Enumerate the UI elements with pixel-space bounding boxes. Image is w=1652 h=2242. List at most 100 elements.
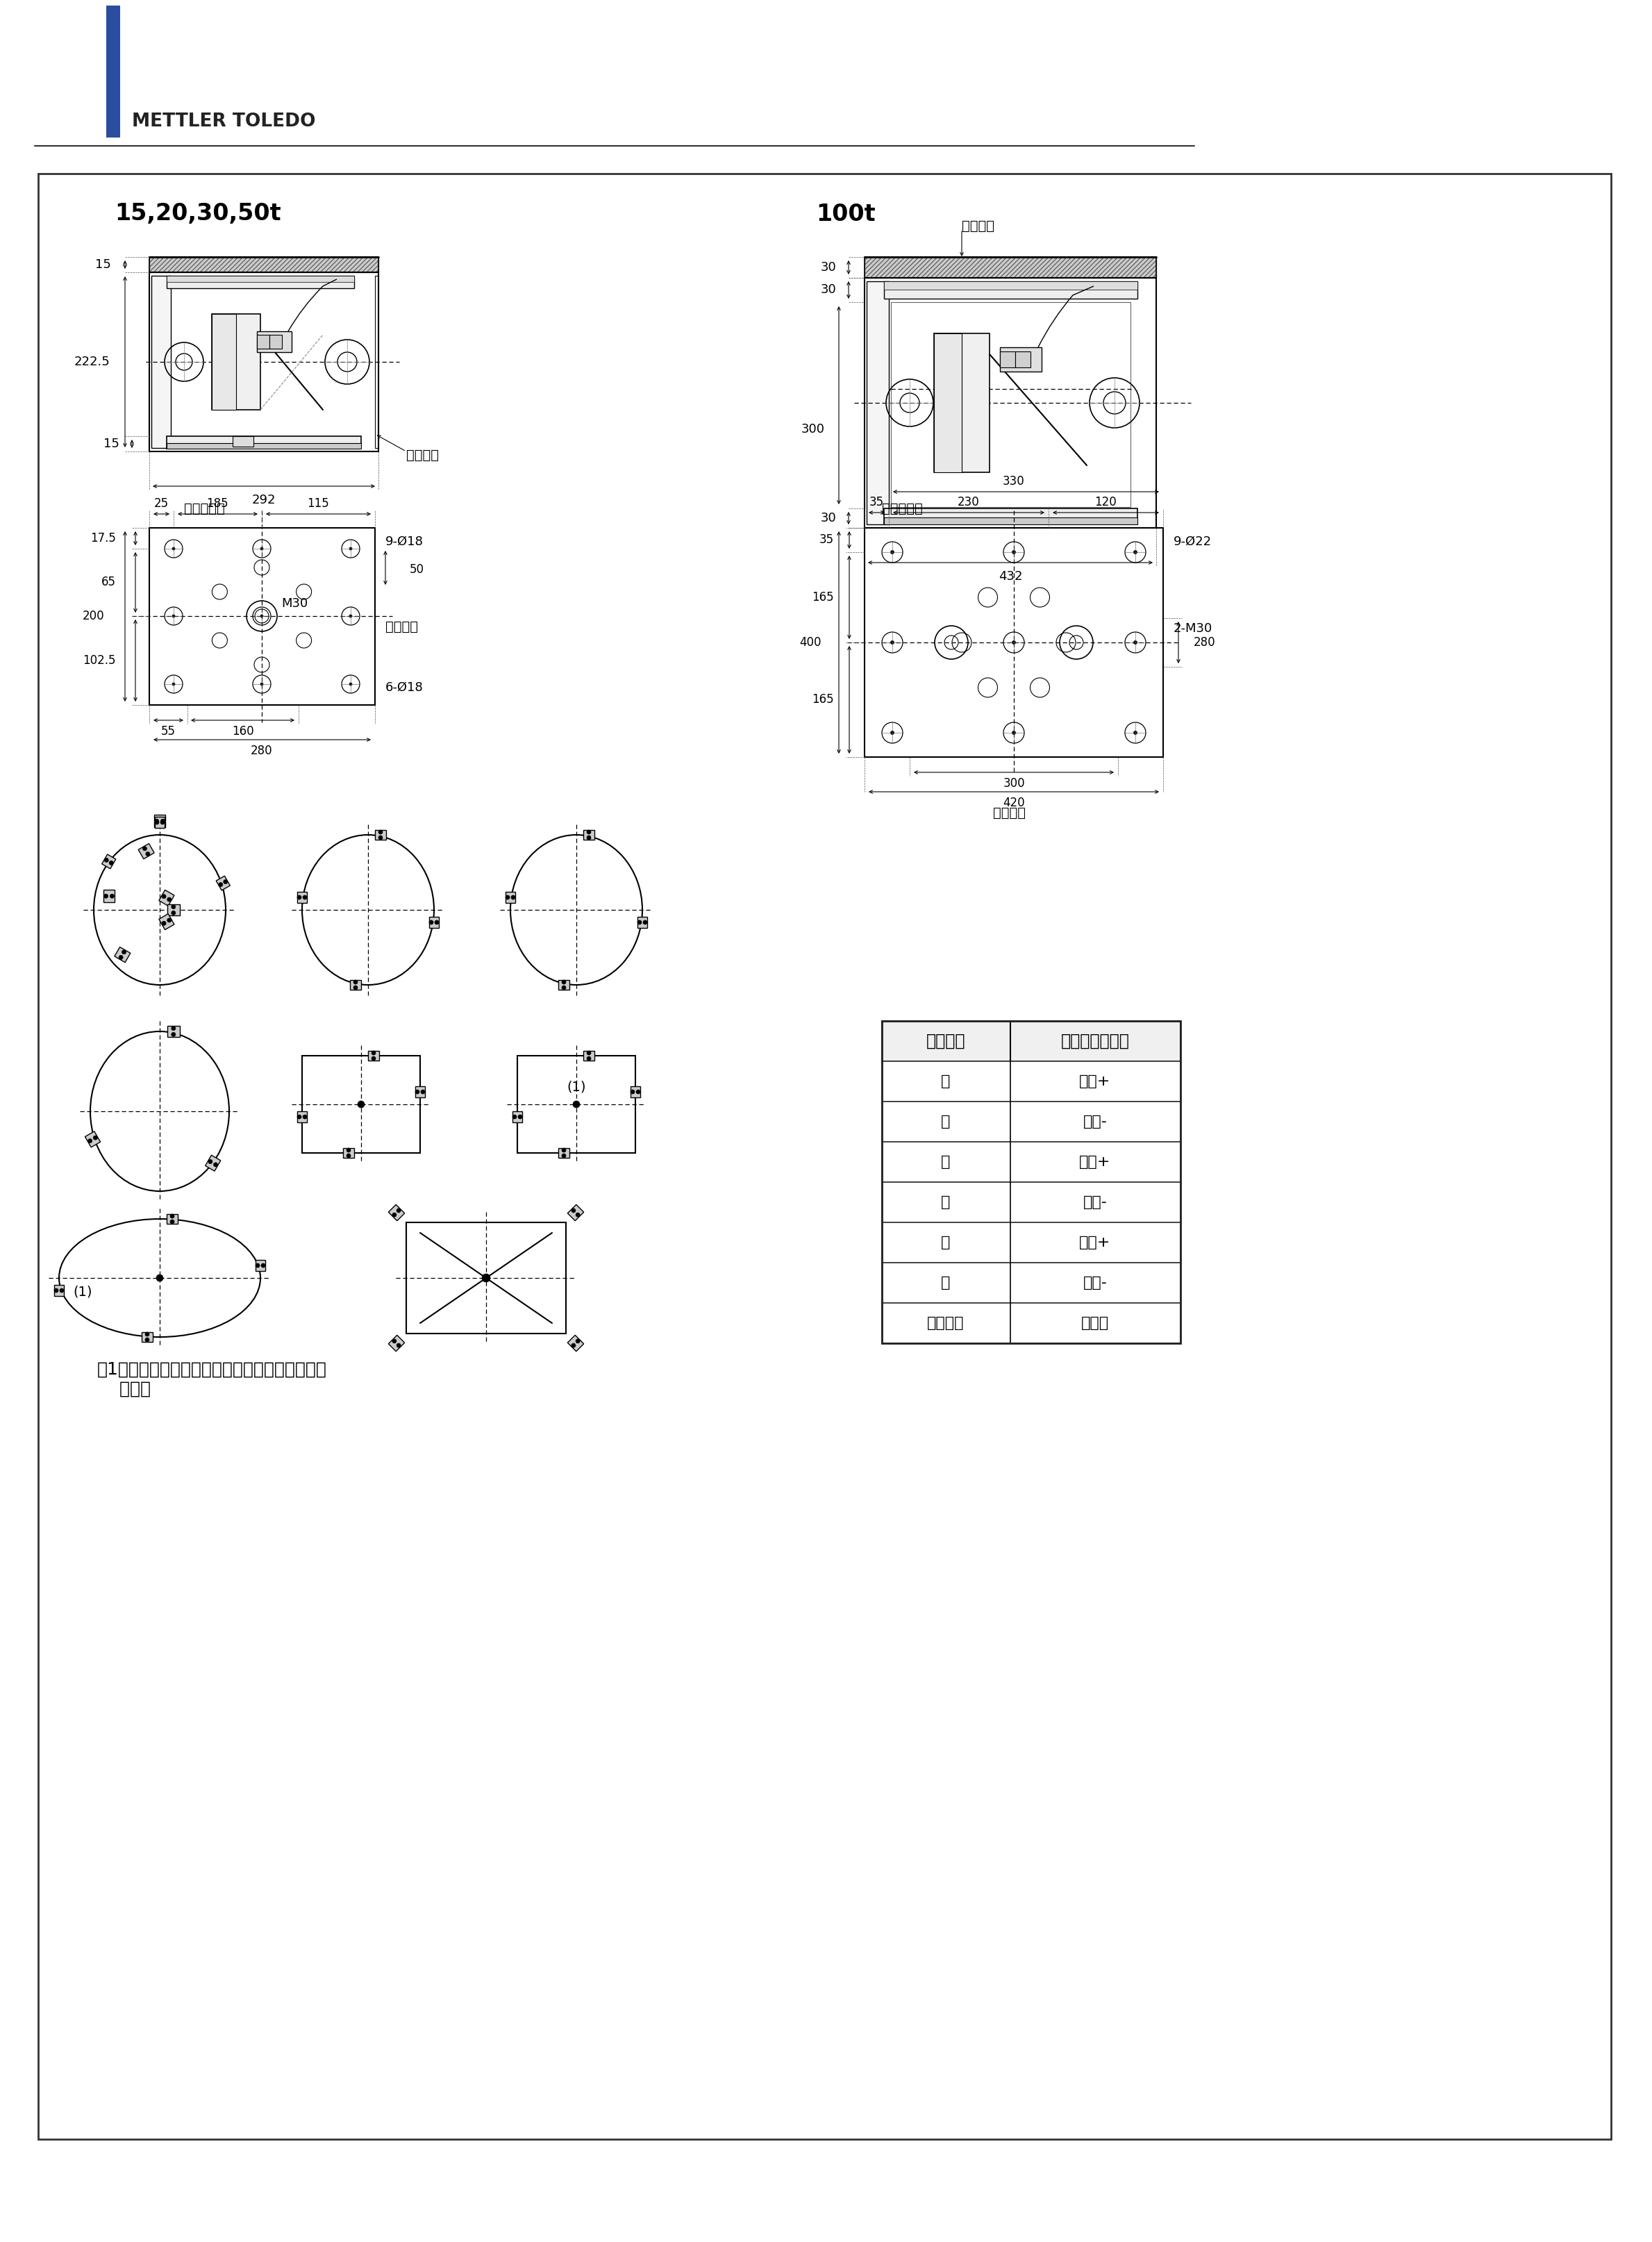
- Circle shape: [349, 614, 352, 617]
- Text: METTLER TOLEDO: METTLER TOLEDO: [132, 112, 316, 130]
- Circle shape: [88, 1139, 93, 1143]
- Circle shape: [636, 1090, 641, 1094]
- Polygon shape: [154, 816, 165, 827]
- Polygon shape: [114, 946, 131, 962]
- Polygon shape: [638, 917, 648, 928]
- Bar: [517, 1056, 636, 1152]
- Circle shape: [519, 1114, 522, 1119]
- Bar: [1016, 352, 1031, 368]
- Bar: [864, 278, 1156, 527]
- Circle shape: [573, 1101, 580, 1108]
- Text: 15: 15: [96, 258, 111, 271]
- Text: 15: 15: [104, 437, 119, 451]
- Circle shape: [1013, 552, 1016, 554]
- Bar: [38, 173, 1611, 2139]
- Circle shape: [119, 955, 122, 960]
- Circle shape: [506, 895, 510, 899]
- Text: 185: 185: [206, 498, 228, 509]
- Bar: [864, 258, 1156, 278]
- Bar: [884, 280, 1138, 289]
- Circle shape: [586, 830, 591, 834]
- Polygon shape: [631, 1087, 641, 1096]
- Polygon shape: [205, 1155, 221, 1170]
- Bar: [152, 276, 170, 448]
- Circle shape: [643, 919, 648, 924]
- Polygon shape: [558, 1148, 570, 1157]
- Circle shape: [93, 1137, 97, 1139]
- Bar: [106, 4, 121, 137]
- Text: 传感器中心: 传感器中心: [882, 502, 923, 516]
- Bar: [269, 334, 282, 350]
- Bar: [882, 1141, 1181, 1182]
- Text: 蓝: 蓝: [942, 1195, 950, 1208]
- Circle shape: [1013, 731, 1016, 735]
- Text: 色标（六芯线）: 色标（六芯线）: [1061, 1034, 1130, 1049]
- Circle shape: [111, 895, 114, 899]
- Circle shape: [172, 1031, 175, 1036]
- Bar: [258, 334, 269, 350]
- Circle shape: [157, 1273, 164, 1282]
- Bar: [211, 314, 236, 410]
- Bar: [864, 258, 1156, 278]
- Text: 2-M30: 2-M30: [1173, 623, 1213, 634]
- Circle shape: [396, 1208, 401, 1213]
- Circle shape: [297, 895, 301, 899]
- Text: 35: 35: [819, 534, 834, 545]
- Circle shape: [145, 1332, 149, 1336]
- Text: 35: 35: [869, 495, 884, 509]
- Bar: [149, 258, 378, 271]
- Circle shape: [145, 852, 150, 856]
- Polygon shape: [297, 1112, 307, 1123]
- Circle shape: [586, 1056, 591, 1060]
- Text: 屏蔽线: 屏蔽线: [1080, 1316, 1108, 1330]
- Circle shape: [434, 919, 439, 924]
- Circle shape: [372, 1051, 375, 1056]
- Bar: [149, 527, 375, 704]
- Text: 432: 432: [998, 569, 1023, 583]
- Polygon shape: [430, 917, 439, 928]
- Circle shape: [347, 1148, 350, 1152]
- Text: 9-Ø18: 9-Ø18: [385, 536, 423, 547]
- Text: 30: 30: [821, 511, 836, 525]
- Circle shape: [562, 980, 567, 984]
- Polygon shape: [84, 1132, 101, 1148]
- Bar: [167, 276, 354, 289]
- Circle shape: [155, 821, 159, 825]
- Text: 165: 165: [813, 693, 834, 706]
- Text: 白: 白: [942, 1235, 950, 1249]
- Text: 黄: 黄: [942, 1155, 950, 1168]
- Text: 300: 300: [801, 424, 824, 435]
- Text: 电缆颜色: 电缆颜色: [927, 1034, 965, 1049]
- Text: 30: 30: [821, 282, 836, 296]
- Polygon shape: [368, 1051, 380, 1060]
- Text: 102.5: 102.5: [83, 655, 116, 666]
- Text: 15,20,30,50t: 15,20,30,50t: [114, 202, 281, 226]
- Polygon shape: [583, 1051, 595, 1060]
- Text: 50: 50: [410, 563, 425, 576]
- Bar: [884, 280, 1138, 298]
- Circle shape: [586, 1051, 591, 1056]
- Polygon shape: [167, 904, 180, 915]
- Circle shape: [167, 919, 172, 921]
- Polygon shape: [506, 892, 515, 904]
- Text: 222.5: 222.5: [74, 356, 109, 368]
- Circle shape: [347, 1155, 350, 1157]
- Text: 165: 165: [813, 592, 834, 603]
- Circle shape: [160, 821, 165, 825]
- Circle shape: [1133, 731, 1137, 735]
- Text: 绿: 绿: [942, 1074, 950, 1087]
- Circle shape: [155, 818, 159, 823]
- Circle shape: [396, 1343, 401, 1347]
- Circle shape: [122, 951, 126, 955]
- Polygon shape: [216, 877, 230, 890]
- Circle shape: [510, 895, 515, 899]
- Circle shape: [572, 1208, 575, 1213]
- Bar: [233, 437, 253, 446]
- Circle shape: [172, 684, 175, 686]
- Circle shape: [482, 1273, 491, 1282]
- Polygon shape: [102, 854, 116, 868]
- Bar: [167, 444, 362, 448]
- Text: 65: 65: [101, 576, 116, 587]
- Polygon shape: [297, 892, 307, 904]
- Circle shape: [172, 614, 175, 617]
